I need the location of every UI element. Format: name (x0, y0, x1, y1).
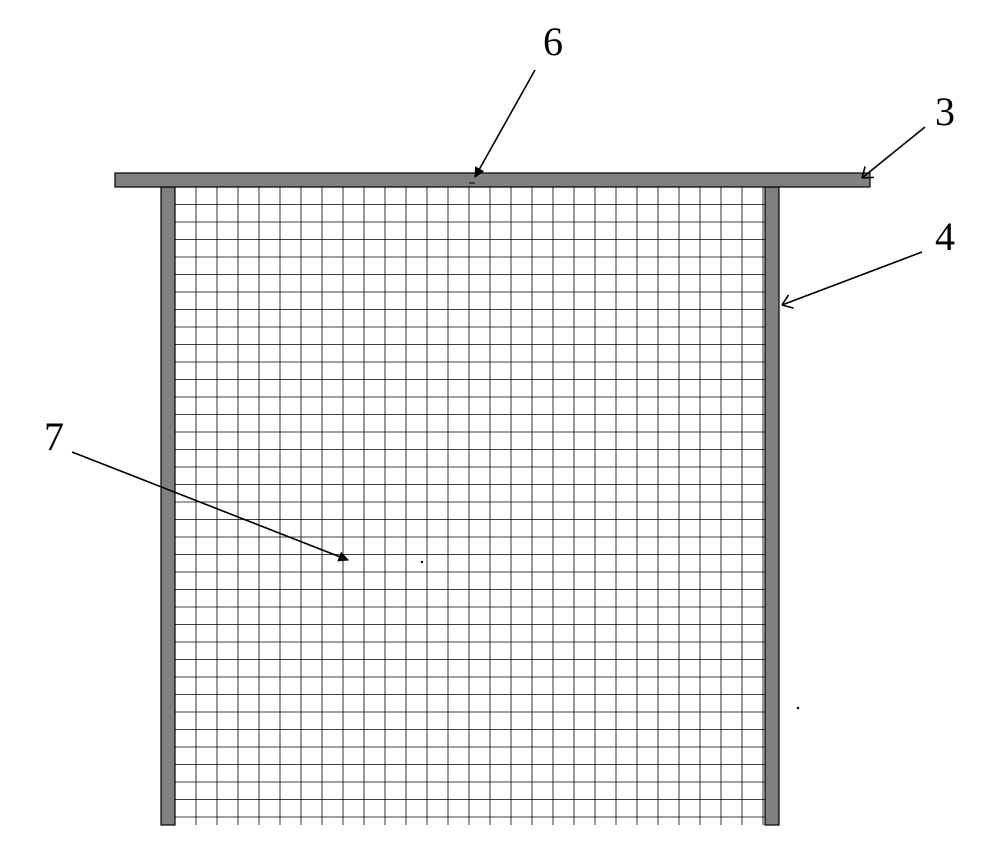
callout-7: 7 (44, 414, 64, 459)
left-wall (161, 187, 175, 825)
callout-6: 6 (543, 19, 563, 64)
label-7: 7 (44, 414, 64, 459)
artifact-dot (421, 561, 423, 563)
mesh-grid (175, 187, 765, 825)
callout-4: 4 (935, 214, 955, 259)
label-3: 3 (935, 89, 955, 134)
label-6: 6 (543, 19, 563, 64)
right-wall (765, 187, 779, 825)
callout-3: 3 (935, 89, 955, 134)
diagram-canvas: 6 3 4 7 (0, 0, 1000, 856)
artifact-dot (797, 707, 799, 709)
label-4: 4 (935, 214, 955, 259)
flange-top (115, 173, 870, 187)
